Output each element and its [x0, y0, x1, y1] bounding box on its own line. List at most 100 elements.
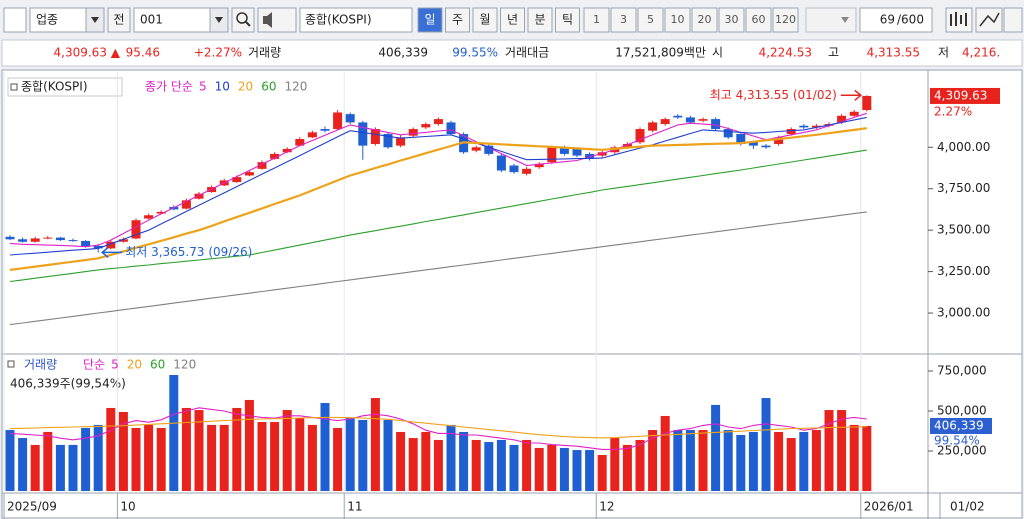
candle-body	[118, 239, 128, 242]
ma-line	[9, 211, 867, 326]
volume-bar	[711, 404, 721, 491]
count: 69	[880, 13, 895, 27]
volume-status: 406,339주(99,54%)	[10, 377, 126, 391]
period-label: 틱	[562, 13, 573, 27]
arrow-icon	[215, 17, 223, 23]
interval-button[interactable]	[772, 7, 799, 33]
volume-bar	[5, 430, 15, 491]
volume-bar	[660, 415, 670, 491]
quote-item: 99.55%	[452, 46, 498, 60]
candle-body	[421, 124, 431, 128]
interval-label: 10	[671, 13, 685, 26]
quote-item: 95.46	[126, 46, 160, 60]
y-tick-label: 3,750.00	[937, 181, 990, 195]
period-button[interactable]	[472, 7, 498, 33]
period-button[interactable]	[417, 7, 443, 33]
interval-button[interactable]	[610, 7, 637, 33]
cursor-label: 01/02	[950, 500, 985, 514]
candle-body	[320, 129, 330, 131]
tool-button[interactable]	[975, 7, 1003, 33]
tool-icon	[950, 12, 967, 26]
candle-body	[496, 155, 506, 171]
legend-box[interactable]	[7, 77, 123, 97]
period-button[interactable]	[500, 7, 525, 33]
max-count: /600	[897, 13, 924, 27]
market: 업종	[36, 13, 58, 27]
candle-body	[93, 245, 103, 249]
volume-bar	[837, 410, 847, 491]
volume-bar	[635, 439, 645, 491]
period-button[interactable]	[527, 7, 553, 33]
ma-line	[9, 127, 867, 271]
tool-button[interactable]	[1003, 7, 1023, 33]
candle-body	[711, 119, 721, 130]
legend-icon	[7, 360, 15, 368]
period-button[interactable]	[555, 7, 580, 33]
y-tick-label: 750,000	[937, 364, 987, 378]
tool-button[interactable]	[945, 7, 973, 33]
interval-button[interactable]	[691, 7, 718, 33]
candle-body	[232, 177, 242, 183]
candle-body	[837, 115, 847, 123]
search-icon	[245, 21, 251, 27]
interval-button[interactable]	[718, 7, 745, 33]
interval-label: 3	[620, 13, 627, 26]
quote-item: 4,224.53	[759, 46, 812, 60]
ma-line	[9, 116, 867, 256]
scope-button[interactable]	[107, 7, 131, 33]
interval-button[interactable]	[664, 7, 691, 33]
volume-bar	[597, 455, 607, 491]
search-button[interactable]	[231, 7, 255, 33]
period-combo[interactable]	[805, 7, 857, 33]
volume-bar	[572, 450, 582, 491]
quote-item: +2.27%	[194, 46, 242, 60]
volume-bar	[55, 444, 65, 491]
volume-bar	[774, 431, 784, 491]
volume-bar	[345, 418, 355, 491]
volume-bar	[698, 430, 708, 491]
x-tick-label: 2026/01	[864, 500, 914, 514]
tool-icon	[979, 12, 1000, 27]
layout-icon[interactable]	[3, 7, 27, 33]
volume-bar	[433, 439, 443, 491]
y-tick-label: 250,000	[937, 444, 987, 458]
candle-body	[295, 138, 305, 146]
volume-bar	[748, 431, 758, 491]
period-button[interactable]	[445, 7, 470, 33]
volume-bar	[93, 424, 103, 491]
volume-bar	[446, 424, 456, 491]
candle-body	[55, 237, 65, 241]
candle-body	[5, 236, 15, 240]
volume-bar	[244, 399, 254, 491]
volume-bar	[232, 407, 242, 491]
candle-body	[786, 129, 796, 135]
volume-bar	[257, 422, 267, 491]
annotation-arrow	[101, 246, 123, 258]
interval-button[interactable]	[745, 7, 772, 33]
volume-bar	[421, 431, 431, 491]
candle-body	[370, 129, 380, 144]
count-box[interactable]	[859, 7, 933, 33]
candle-body	[748, 142, 758, 146]
volume-ma-line	[9, 416, 867, 439]
volume-bar	[118, 411, 128, 491]
volume-bar	[30, 444, 40, 491]
quote-bar	[1, 39, 1023, 67]
quote-item: 시	[712, 46, 723, 60]
volume-bar	[68, 444, 78, 491]
quote-item: 4,309.63 ▲	[54, 46, 121, 60]
candle-body	[522, 168, 532, 174]
last-volume: 406,339	[934, 418, 984, 432]
volume-bar	[862, 425, 872, 491]
volume-bar	[799, 431, 809, 491]
volume-bar	[761, 398, 771, 491]
quote-item: 저	[938, 46, 949, 60]
candle-body	[572, 148, 582, 156]
volume-bar	[534, 447, 544, 491]
interval-button[interactable]	[583, 7, 610, 33]
volume-bar	[547, 444, 557, 491]
interval-button[interactable]	[637, 7, 664, 33]
quote-item: 고	[828, 46, 839, 60]
